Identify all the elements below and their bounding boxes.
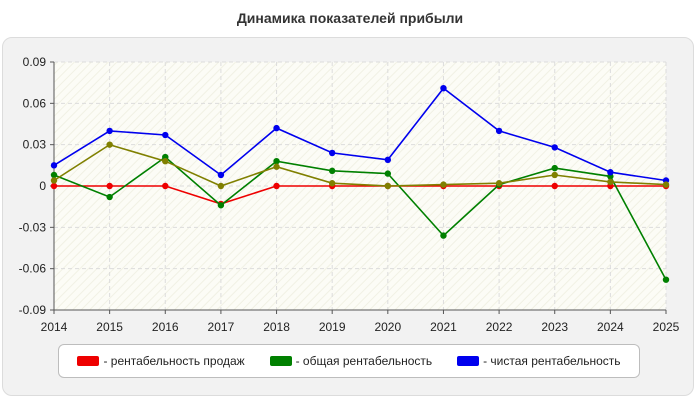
legend-item-net-profitability[interactable]: - чистая рентабельность xyxy=(457,354,621,368)
y-tick-labels: -0.09 -0.06 -0.03 0 0.03 0.06 0.09 xyxy=(19,55,47,317)
data-point xyxy=(384,182,392,190)
legend-swatch-green xyxy=(269,356,292,366)
legend-label: - общая рентабельность xyxy=(295,354,433,368)
x-tick-labels: 2014 2015 2016 2017 2018 2019 2020 2021 2022 2023… xyxy=(41,320,680,334)
data-point xyxy=(50,171,58,179)
data-point xyxy=(551,171,558,179)
legend-label: - рентабельность продаж xyxy=(103,354,245,368)
data-point xyxy=(495,180,503,187)
x-tick-label: 2021 xyxy=(430,320,457,334)
data-point xyxy=(273,158,280,165)
series-line xyxy=(54,185,666,205)
data-point xyxy=(106,193,113,201)
data-point xyxy=(495,127,503,135)
chart-title: Динамика показателей прибыли xyxy=(236,10,464,26)
data-point xyxy=(607,178,614,186)
data-point xyxy=(162,158,169,165)
x-tick-label: 2016 xyxy=(152,320,179,334)
legend-swatch-red xyxy=(77,356,100,366)
data-point xyxy=(328,180,336,187)
series-2 xyxy=(50,84,670,184)
x-tick-label: 2019 xyxy=(319,320,346,334)
series-line xyxy=(53,87,667,182)
data-point xyxy=(273,182,280,190)
data-point xyxy=(607,169,614,176)
y-tick-label: 0 xyxy=(39,179,46,193)
data-point xyxy=(328,167,336,175)
data-point xyxy=(162,182,169,190)
x-tick-label: 2025 xyxy=(653,320,680,334)
data-point xyxy=(551,164,558,172)
legend-item-sales-profitability[interactable]: - рентабельность продаж xyxy=(77,354,245,368)
y-tick-label: 0.06 xyxy=(23,96,47,110)
legend-label: - чистая рентабельность xyxy=(483,354,621,368)
x-tick-label: 2024 xyxy=(597,320,624,334)
data-point xyxy=(273,163,280,170)
series-line xyxy=(53,143,667,187)
data-point xyxy=(217,171,225,179)
data-point xyxy=(217,202,225,209)
x-tick-label: 2020 xyxy=(374,320,401,334)
y-tick-label: -0.06 xyxy=(19,262,47,276)
data-point xyxy=(551,182,558,190)
y-tick-label: -0.09 xyxy=(19,303,47,317)
data-point xyxy=(328,149,336,157)
data-point xyxy=(662,276,670,283)
data-point xyxy=(273,124,280,132)
legend-swatch-blue xyxy=(457,356,480,366)
data-point xyxy=(50,182,58,190)
data-point xyxy=(50,162,58,169)
data-point xyxy=(662,181,670,188)
series-line xyxy=(53,156,667,281)
x-tick-label: 2022 xyxy=(486,320,513,334)
data-point xyxy=(440,232,447,239)
data-point xyxy=(440,181,447,188)
data-point xyxy=(217,182,225,190)
data-point xyxy=(384,156,392,164)
x-tick-label: 2015 xyxy=(96,320,123,334)
data-point xyxy=(50,177,58,184)
data-point xyxy=(106,141,113,148)
y-tick-label: 0.09 xyxy=(23,55,47,69)
data-point xyxy=(162,131,169,139)
legend: - рентабельность продаж - общая рентабел… xyxy=(58,344,640,378)
series-lines xyxy=(50,84,670,283)
series-0 xyxy=(50,182,670,208)
data-point xyxy=(551,144,558,151)
data-point xyxy=(106,127,113,135)
x-tick-label: 2023 xyxy=(541,320,568,334)
legend-item-total-profitability[interactable]: - общая рентабельность xyxy=(269,354,433,368)
series-3 xyxy=(50,141,670,190)
x-tick-label: 2014 xyxy=(41,320,68,334)
y-tick-label: 0.03 xyxy=(23,138,47,152)
data-point xyxy=(440,84,447,92)
data-point xyxy=(106,182,113,190)
x-tick-label: 2018 xyxy=(263,320,290,334)
y-tick-label: -0.03 xyxy=(19,220,47,234)
x-tick-label: 2017 xyxy=(208,320,235,334)
data-point xyxy=(384,170,392,177)
